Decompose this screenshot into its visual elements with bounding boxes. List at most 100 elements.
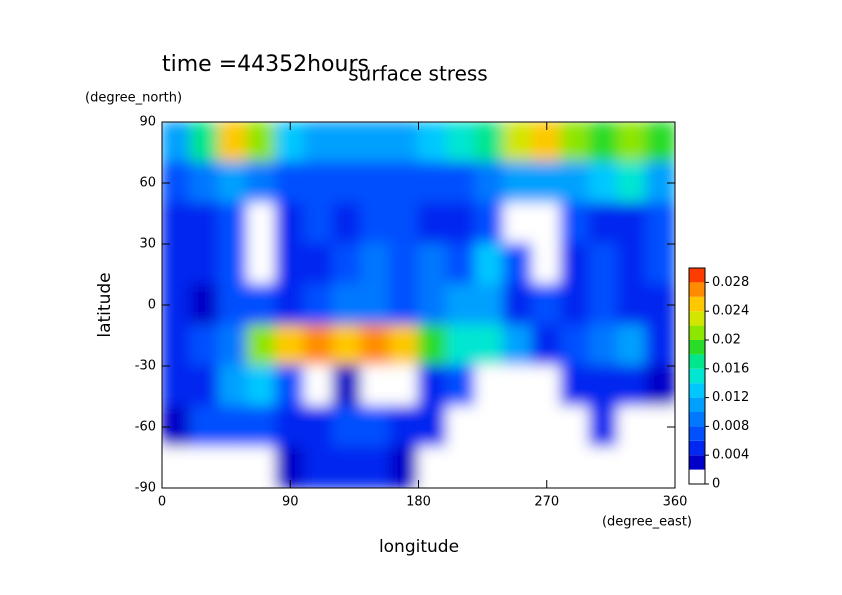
cell xyxy=(531,324,562,367)
cell xyxy=(246,283,277,327)
cell xyxy=(332,365,363,408)
cell xyxy=(275,161,306,205)
cell xyxy=(303,283,334,327)
cell xyxy=(303,405,334,449)
cell xyxy=(332,161,363,205)
colorbar-tick-label: 0.012 xyxy=(712,390,749,405)
x-tick-label: 90 xyxy=(282,495,299,510)
colorbar-swatch xyxy=(689,469,705,484)
cell xyxy=(360,365,391,408)
colorbar-frame xyxy=(688,267,706,485)
cell xyxy=(246,324,277,367)
cell xyxy=(617,405,648,449)
cell xyxy=(389,202,420,245)
cell xyxy=(503,161,534,205)
cell xyxy=(275,283,306,327)
cell xyxy=(503,365,534,408)
x-tick-label: 0 xyxy=(158,495,166,510)
cell xyxy=(617,161,648,205)
cell xyxy=(162,243,192,286)
cell xyxy=(417,161,448,205)
colorbar-swatch xyxy=(689,426,705,441)
cell xyxy=(446,283,477,327)
cell xyxy=(617,365,648,408)
cell xyxy=(474,243,505,286)
cell xyxy=(417,446,448,488)
cell xyxy=(560,365,591,408)
cell xyxy=(588,202,619,245)
y-tick-label: 90 xyxy=(139,115,156,130)
colorbar-tick-label: 0.004 xyxy=(712,448,749,463)
colorbar-swatch xyxy=(689,412,705,427)
colorbar-swatch xyxy=(689,325,705,340)
cell xyxy=(417,365,448,408)
cell xyxy=(303,324,334,367)
colorbar-swatch xyxy=(689,268,705,283)
cell xyxy=(189,122,220,164)
cell xyxy=(246,405,277,449)
cell xyxy=(303,122,334,164)
cell xyxy=(531,365,562,408)
y-tick-label: 60 xyxy=(139,176,156,191)
cell xyxy=(417,122,448,164)
cell xyxy=(531,243,562,286)
cell xyxy=(303,243,334,286)
cell xyxy=(275,202,306,245)
cell xyxy=(189,283,220,327)
cell xyxy=(645,365,675,408)
cell xyxy=(360,202,391,245)
y-tick-label: -60 xyxy=(135,420,156,435)
cell xyxy=(417,202,448,245)
cell xyxy=(617,446,648,488)
cell xyxy=(474,202,505,245)
cell xyxy=(189,202,220,245)
colorbar-swatch xyxy=(689,368,705,384)
x-tick-label: 360 xyxy=(663,495,688,510)
cell xyxy=(189,405,220,449)
cell xyxy=(560,283,591,327)
cell xyxy=(474,405,505,449)
cell xyxy=(503,122,534,164)
cell xyxy=(218,365,249,408)
cell xyxy=(389,122,420,164)
colorbar-swatch xyxy=(689,296,705,312)
cell xyxy=(645,446,675,488)
y-tick-label: 0 xyxy=(148,298,156,313)
cell xyxy=(560,324,591,367)
cell xyxy=(588,161,619,205)
colorbar-tick-label: 0 xyxy=(712,477,720,492)
cell xyxy=(446,446,477,488)
cell xyxy=(360,446,391,488)
cells xyxy=(162,122,675,488)
cell xyxy=(645,324,675,367)
cell xyxy=(560,202,591,245)
cell xyxy=(389,324,420,367)
cell xyxy=(389,446,420,488)
cell xyxy=(588,405,619,449)
cell xyxy=(246,202,277,245)
cell xyxy=(332,324,363,367)
y-unit: (degree_north) xyxy=(85,91,182,106)
colorbar-swatch xyxy=(689,340,705,355)
cell xyxy=(162,365,192,408)
cell xyxy=(474,365,505,408)
cell xyxy=(503,243,534,286)
colorbar-swatch xyxy=(689,311,705,326)
cell xyxy=(417,243,448,286)
colorbar-tick-label: 0.016 xyxy=(712,361,749,376)
cell xyxy=(246,365,277,408)
cell xyxy=(218,283,249,327)
y-label: latitude xyxy=(95,272,115,337)
cell xyxy=(446,122,477,164)
cell xyxy=(218,324,249,367)
x-unit: (degree_east) xyxy=(602,515,692,530)
cell xyxy=(189,446,220,488)
cell xyxy=(503,405,534,449)
chart-subtitle: time =44352hours xyxy=(162,52,369,77)
cell xyxy=(503,324,534,367)
cell xyxy=(275,324,306,367)
x-tick-label: 180 xyxy=(406,495,431,510)
cell xyxy=(360,405,391,449)
cell xyxy=(218,405,249,449)
cell xyxy=(332,122,363,164)
